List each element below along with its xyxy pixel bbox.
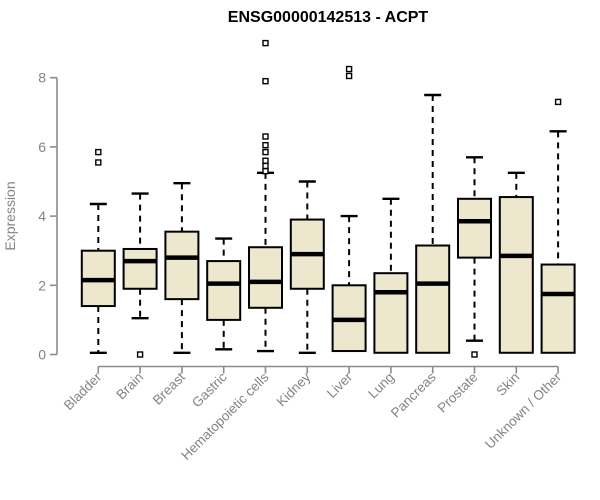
x-category-label-skin: Skin bbox=[493, 370, 522, 399]
outlier-point bbox=[262, 157, 269, 164]
outlier-point bbox=[554, 98, 562, 106]
outlier-point bbox=[95, 148, 102, 156]
y-tick-label: 8 bbox=[38, 70, 46, 86]
x-category-label-pancreas: Pancreas bbox=[388, 369, 439, 420]
iqr-box bbox=[373, 272, 409, 354]
boxplot-hematopoietic-cells bbox=[248, 39, 283, 353]
x-category-label-prostate: Prostate bbox=[434, 370, 480, 416]
x-category-label-lung: Lung bbox=[365, 370, 397, 402]
boxplot-pancreas bbox=[415, 93, 451, 354]
x-category-label-gastric: Gastric bbox=[189, 369, 230, 410]
boxplot-gastric bbox=[206, 237, 242, 351]
outlier-point bbox=[262, 162, 269, 170]
y-tick-label: 2 bbox=[38, 277, 46, 293]
y-axis-label: Expression bbox=[2, 181, 18, 250]
outlier-point bbox=[345, 72, 353, 80]
x-category-label-unknown-other: Unknown / Other bbox=[482, 369, 565, 452]
iqr-box bbox=[457, 197, 492, 259]
outlier-point bbox=[262, 167, 269, 175]
chart-title: ENSG00000142513 - ACPT bbox=[228, 9, 429, 26]
iqr-box bbox=[248, 246, 283, 309]
x-category-label-bladder: Bladder bbox=[61, 369, 105, 413]
x-category-label-kidney: Kidney bbox=[274, 369, 314, 409]
boxplot-kidney bbox=[289, 180, 325, 354]
iqr-box bbox=[415, 244, 451, 354]
outlier-point bbox=[95, 159, 102, 166]
iqr-box bbox=[122, 247, 158, 290]
iqr-box bbox=[540, 263, 576, 354]
x-category-label-breast: Breast bbox=[150, 369, 188, 407]
y-axis: 0 2 4 6 8 bbox=[38, 70, 58, 363]
boxplot-series bbox=[80, 39, 576, 358]
outlier-point bbox=[262, 77, 269, 85]
iqr-box bbox=[206, 260, 242, 321]
x-category-label-brain: Brain bbox=[113, 370, 146, 403]
iqr-box bbox=[164, 230, 200, 301]
boxplot-brain bbox=[122, 192, 158, 358]
outlier-point bbox=[262, 141, 269, 149]
outlier-point bbox=[262, 39, 269, 47]
outlier-point bbox=[471, 351, 478, 358]
boxplot-prostate bbox=[457, 156, 492, 358]
y-tick-label: 4 bbox=[38, 208, 46, 224]
boxplot-lung bbox=[373, 197, 409, 354]
boxplot-liver bbox=[331, 65, 367, 353]
boxplot-breast bbox=[164, 182, 200, 354]
x-category-label-liver: Liver bbox=[324, 369, 356, 401]
y-tick-label: 6 bbox=[38, 139, 46, 155]
y-tick-label: 0 bbox=[38, 347, 46, 363]
boxplot-unknown-other bbox=[540, 98, 576, 354]
iqr-box bbox=[498, 196, 534, 354]
outlier-point bbox=[262, 148, 269, 156]
boxplot-skin bbox=[498, 171, 534, 354]
outlier-point bbox=[262, 133, 269, 140]
boxplot-bladder bbox=[80, 148, 116, 354]
outlier-point bbox=[136, 351, 144, 358]
outlier-point bbox=[345, 65, 353, 73]
